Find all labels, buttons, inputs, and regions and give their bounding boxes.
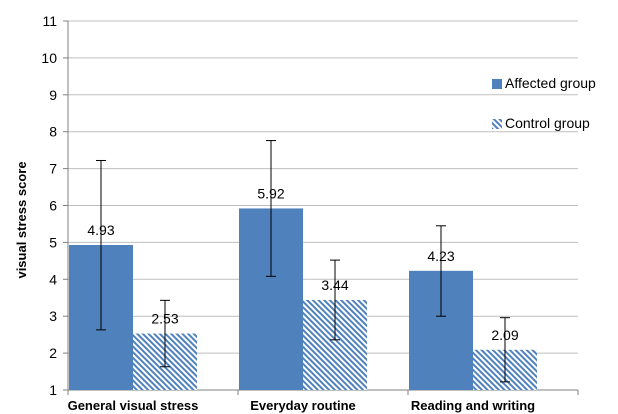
data-label: 2.53	[151, 311, 178, 327]
legend-swatch-control	[492, 119, 502, 129]
x-tick-label: Reading and writing	[411, 398, 535, 413]
x-tick-label: Everyday routine	[250, 398, 356, 413]
x-tick-label: General visual stress	[68, 398, 199, 413]
y-tick-label: 9	[49, 87, 57, 103]
data-labels: 4.93 2.53 5.92 3.44 4.23 2.09	[87, 185, 518, 342]
y-tick-label: 4	[49, 271, 57, 287]
y-tick-label: 5	[49, 234, 57, 250]
data-label: 5.92	[257, 185, 284, 201]
y-tick-label: 3	[49, 308, 57, 324]
data-label: 4.23	[427, 248, 454, 264]
legend-swatch-affected	[492, 79, 502, 89]
y-tick-label: 8	[49, 124, 57, 140]
y-tick-label: 1	[49, 382, 57, 398]
legend: Affected group Control group	[492, 75, 596, 131]
data-label: 2.09	[491, 327, 518, 343]
legend-label-control: Control group	[505, 115, 590, 131]
y-tick-label: 10	[41, 50, 57, 66]
data-label: 4.93	[87, 222, 114, 238]
y-tick-label: 11	[42, 13, 57, 29]
bars	[69, 140, 537, 390]
y-tick-label: 6	[49, 198, 57, 214]
legend-label-affected: Affected group	[505, 75, 596, 91]
gridlines	[68, 20, 578, 354]
y-axis-label: visual stress score	[14, 161, 29, 278]
data-label: 3.44	[321, 277, 348, 293]
y-tick-label: 2	[49, 345, 57, 361]
y-tick-label: 7	[49, 161, 57, 177]
